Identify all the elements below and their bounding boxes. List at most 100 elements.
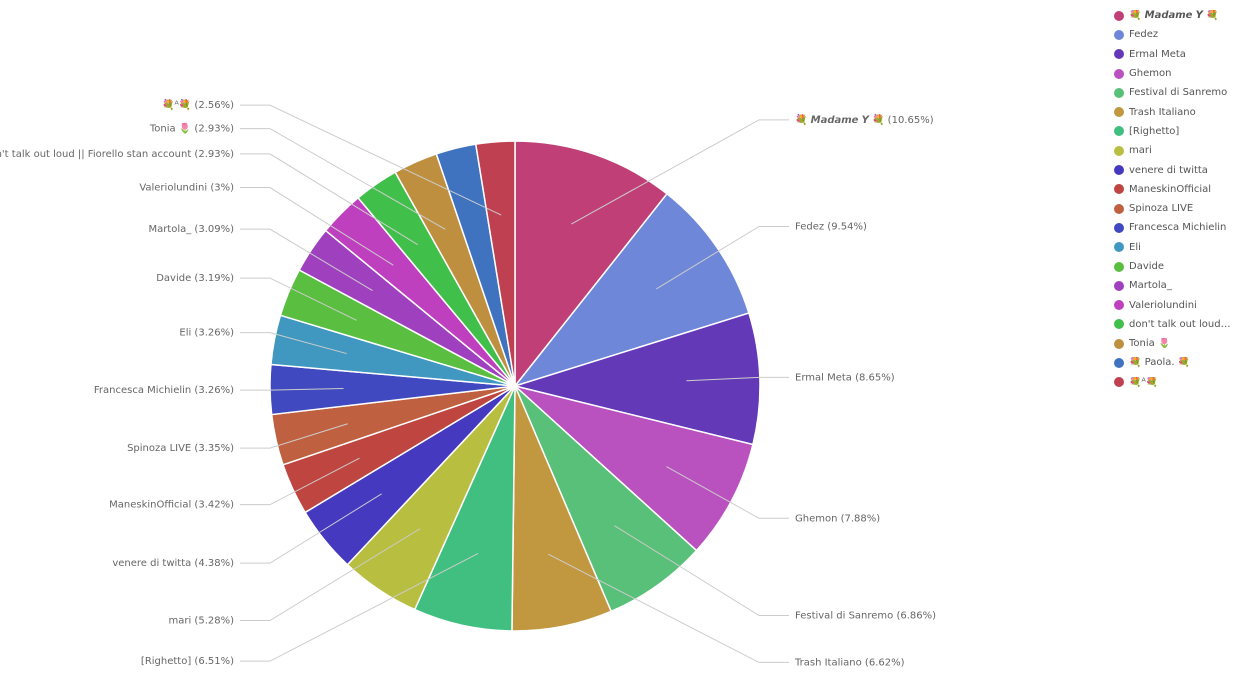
leader-line [240, 228, 373, 291]
legend-item[interactable]: 💐ᴬ💐 [1114, 373, 1232, 392]
legend-label: Fedez [1129, 29, 1159, 41]
leader-line [656, 225, 789, 290]
legend-item[interactable]: Ghemon [1114, 64, 1232, 83]
legend-item[interactable]: don't talk out loud || Fiorello stan acc… [1114, 315, 1232, 334]
slice-name: 💐 𝙈𝙖𝙙𝙖𝙢𝙚 𝙔 💐 [795, 113, 885, 126]
legend-item[interactable]: Francesca Michielin [1114, 218, 1232, 237]
legend-label: mari [1129, 145, 1152, 157]
leader-line [240, 528, 421, 622]
legend-swatch [1114, 242, 1124, 253]
legend-swatch [1114, 87, 1124, 98]
slice-value: (7.88%) [837, 513, 880, 524]
slice-value: (4.38%) [191, 558, 234, 569]
slice-name: venere di twitta [112, 558, 191, 569]
legend-swatch [1114, 319, 1124, 330]
legend-label: Spinoza LIVE [1129, 203, 1194, 215]
slice-label: Fedez (9.54%) [795, 221, 867, 232]
leader-line [548, 553, 789, 663]
slice-value: (2.93%) [191, 149, 234, 160]
slice-name: Martola_ [148, 224, 192, 235]
slice-label: Davide (3.19%) [156, 273, 234, 284]
legend-item[interactable]: Festival di Sanremo [1114, 83, 1232, 102]
slice-value: (3.09%) [191, 224, 234, 235]
slice-name: Tonia 🌷 [149, 122, 191, 135]
legend-item[interactable]: Davide [1114, 257, 1232, 276]
slice-label: don't talk out loud || Fiorello stan acc… [0, 149, 234, 160]
legend-label: Festival di Sanremo [1129, 87, 1228, 99]
legend-swatch [1114, 107, 1124, 118]
slice-name: don't talk out loud || Fiorello stan acc… [0, 149, 191, 160]
legend-swatch [1114, 261, 1124, 272]
legend-label: Davide [1129, 261, 1165, 272]
legend-label: don't talk out loud || Fiorello stan acc… [1129, 318, 1232, 330]
legend-item[interactable]: [Righetto] [1114, 122, 1232, 141]
pie-slice [514, 140, 669, 389]
slice-label: Trash Italiano (6.62%) [794, 657, 905, 668]
legend-label: 💐ᴬ💐 [1129, 376, 1159, 388]
slice-label: Ghemon (7.88%) [795, 513, 880, 524]
legend-swatch [1114, 126, 1124, 137]
slice-name: Ermal Meta [795, 372, 852, 383]
legend-item[interactable]: 💐 Paola. 💐 [1114, 353, 1232, 372]
slice-label: ManeskinOfficial (3.42%) [109, 500, 234, 511]
pie-slice [514, 385, 754, 552]
leader-line [686, 376, 789, 382]
slice-name: Trash Italiano [794, 657, 862, 668]
legend-item[interactable]: Valeriolundini [1114, 295, 1232, 314]
leader-line [240, 153, 419, 246]
legend-swatch [1114, 203, 1124, 214]
chart: 💐 𝙈𝙖𝙙𝙖𝙢𝙚 𝙔 💐 (10.65%) Fedez (9.54%) Ermal … [0, 98, 936, 668]
legend-item[interactable]: Tonia 🌷 [1114, 334, 1232, 353]
slice-value: (10.65%) [885, 115, 934, 126]
legend-label: venere di twitta [1129, 164, 1208, 176]
slice-value: (3.26%) [191, 385, 234, 396]
legend-swatch [1114, 357, 1124, 368]
slice-label: 💐 𝙈𝙖𝙙𝙖𝙢𝙚 𝙔 💐 (10.65%) [795, 113, 934, 126]
leader-line [240, 104, 502, 216]
slice-label: Tonia 🌷 (2.93%) [149, 122, 234, 135]
legend-item[interactable]: 💐 𝙈𝙖𝙙𝙖𝙢𝙚 𝙔 💐 [1114, 6, 1232, 25]
legend-label: Ghemon [1129, 68, 1172, 80]
pie-slice [474, 140, 516, 387]
legend-swatch [1114, 29, 1124, 40]
leader-line [240, 187, 394, 266]
leader-line [240, 128, 446, 230]
legend-label: [Righetto] [1129, 125, 1180, 137]
leader-line [571, 119, 789, 225]
legend-item[interactable]: mari [1114, 141, 1232, 160]
leader-line [240, 332, 347, 355]
slice-label: venere di twitta (4.38%) [112, 558, 234, 569]
slice-name: [Righetto] [141, 656, 191, 667]
slice-value: (9.54%) [824, 221, 867, 232]
legend-item[interactable]: ManeskinOfficial [1114, 180, 1232, 199]
legend: 💐 𝙈𝙖𝙙𝙖𝙢𝙚 𝙔 💐 Fedez Ermal Meta Ghemon Festiva… [1114, 6, 1232, 392]
slice-label: Spinoza LIVE (3.35%) [127, 443, 234, 454]
slice-value: (5.28%) [191, 616, 234, 627]
slice-name: 💐ᴬ💐 [162, 98, 191, 111]
slice-name: Fedez [795, 221, 824, 232]
slice-label: 💐ᴬ💐 (2.56%) [162, 98, 234, 111]
legend-swatch [1114, 280, 1124, 291]
slice-name: ManeskinOfficial [109, 500, 191, 511]
slice-value: (3%) [207, 183, 234, 194]
legend-label: 💐 𝙈𝙖𝙙𝙖𝙢𝙚 𝙔 💐 [1129, 10, 1219, 22]
legend-item[interactable]: Trash Italiano [1114, 102, 1232, 121]
legend-swatch [1114, 145, 1124, 156]
legend-label: Valeriolundini [1129, 299, 1197, 311]
leader-line [240, 457, 360, 506]
legend-label: Francesca Michielin [1129, 222, 1227, 234]
slice-name: Valeriolundini [139, 183, 207, 194]
legend-swatch [1114, 165, 1124, 176]
slice-value: (2.93%) [191, 124, 234, 135]
legend-item[interactable]: venere di twitta [1114, 160, 1232, 179]
legend-swatch [1114, 49, 1124, 60]
legend-item[interactable]: Fedez [1114, 25, 1232, 44]
legend-label: Ermal Meta [1129, 48, 1186, 60]
legend-item[interactable]: Martola_ [1114, 276, 1232, 295]
pie-slice [512, 192, 750, 388]
legend-item[interactable]: Eli [1114, 238, 1232, 257]
legend-swatch [1114, 68, 1124, 79]
legend-item[interactable]: Ermal Meta [1114, 45, 1232, 64]
slice-label: Martola_ (3.09%) [148, 224, 234, 235]
legend-item[interactable]: Spinoza LIVE [1114, 199, 1232, 218]
